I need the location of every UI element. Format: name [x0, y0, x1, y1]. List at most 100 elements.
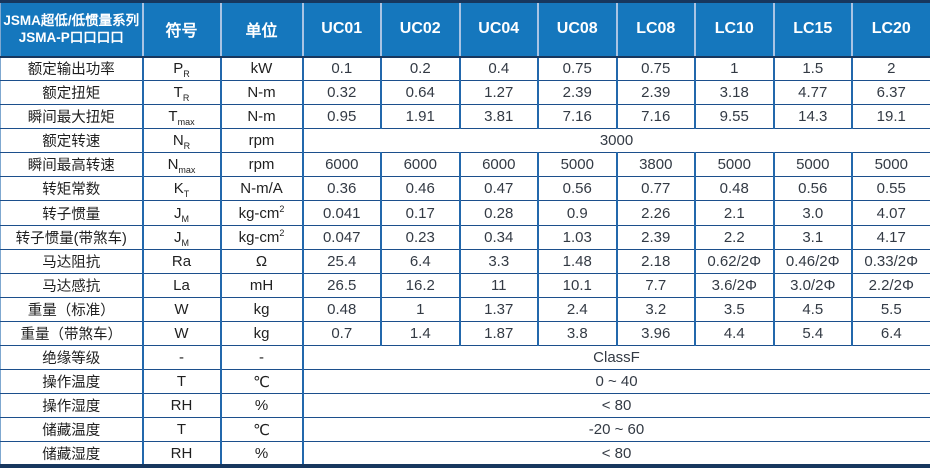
value-cell: 1.4: [380, 321, 460, 346]
value-cell: 0.95: [301, 104, 381, 130]
table-header: JSMA超低/低惯量系列 JSMA-P口口口口 符号 单位 UC01 UC02 …: [0, 1, 930, 58]
value-cell: 2.39: [537, 80, 617, 106]
unit-superscript: 2: [279, 203, 285, 214]
value-cell: 0.047: [301, 225, 381, 250]
symbol-subscript: R: [183, 141, 191, 152]
row-label: 转矩常数: [0, 176, 143, 202]
model-column-header: UC02: [380, 1, 460, 58]
table-row: 瞬间最高转速 Nmax rpm 6000 6000 6000 5000 3800…: [0, 152, 930, 178]
row-label: 转子惯量(带煞车): [0, 225, 143, 250]
value-cell: 6.37: [851, 80, 930, 106]
symbol-base: P: [173, 60, 184, 78]
value-cell: 2.39: [615, 225, 695, 250]
unit-base: rpm: [248, 132, 275, 150]
value-cell: 3.5: [694, 297, 774, 322]
merged-value-cell: < 80: [301, 393, 930, 419]
value-cell: 3.6/2Φ: [694, 273, 774, 298]
symbol-cell: Ra: [141, 249, 221, 274]
value-cell: 7.7: [615, 273, 695, 298]
symbol-base: La: [173, 276, 190, 294]
table-row: 额定扭矩 TR N-m 0.32 0.64 1.27 2.39 2.39 3.1…: [0, 80, 930, 106]
table-row: 操作湿度 RH % < 80: [0, 393, 930, 419]
symbol-cell: NR: [141, 128, 221, 154]
unit-base: kg: [253, 324, 270, 342]
row-label: 转子惯量: [0, 200, 143, 226]
symbol-cell: La: [141, 273, 221, 298]
value-cell: 1: [694, 56, 774, 82]
model-column-header: LC10: [694, 1, 774, 58]
symbol-subscript: M: [181, 213, 190, 224]
unit-cell: kg-cm2: [219, 200, 303, 226]
value-cell: 0.46: [380, 176, 460, 202]
row-label: 绝缘等级: [0, 345, 143, 371]
value-cell: 0.77: [615, 176, 695, 202]
model-column-header: LC15: [772, 1, 852, 58]
value-cell: 0.4: [458, 56, 538, 82]
unit-cell: -: [219, 345, 303, 371]
value-cell: 3.8: [537, 321, 617, 346]
symbol-base: -: [179, 348, 184, 366]
value-cell: 3.3: [458, 249, 538, 274]
unit-base: Ω: [255, 252, 268, 270]
table-row: 绝缘等级 - - ClassF: [0, 345, 930, 371]
unit-base: N-m: [247, 108, 276, 126]
value-cell: 6.4: [380, 249, 460, 274]
unit-base: ℃: [253, 373, 270, 391]
symbol-base: T: [176, 373, 187, 391]
series-title-line2: JSMA-P口口口口: [18, 30, 124, 46]
value-cell: 0.46/2Φ: [772, 249, 852, 274]
table-row: 额定转速 NR rpm 3000: [0, 128, 930, 154]
unit-base: kg-cm: [238, 228, 280, 246]
value-cell: 0.64: [380, 80, 460, 106]
row-label: 额定输出功率: [0, 56, 143, 82]
column-header-unit: 单位: [219, 1, 303, 58]
symbol-base: N: [172, 132, 184, 150]
value-cell: 1.48: [537, 249, 617, 274]
value-cell: 0.1: [301, 56, 381, 82]
table-row: 转矩常数 KT N-m/A 0.36 0.46 0.47 0.56 0.77 0…: [0, 176, 930, 202]
symbol-base: RH: [170, 397, 193, 415]
value-cell: 1.03: [537, 225, 617, 250]
value-cell: 0.75: [537, 56, 617, 82]
value-cell: 5.5: [851, 297, 930, 322]
value-cell: 2.4: [537, 297, 617, 322]
table-row: 储藏温度 T ℃ -20 ~ 60: [0, 417, 930, 443]
symbol-base: Ra: [171, 252, 192, 270]
merged-value-cell: 0 ~ 40: [301, 369, 930, 395]
value-cell: 0.7: [301, 321, 381, 346]
symbol-cell: RH: [141, 441, 221, 467]
value-cell: 10.1: [537, 273, 617, 298]
value-cell: 2.18: [615, 249, 695, 274]
row-label: 额定转速: [0, 128, 143, 154]
unit-base: mH: [249, 276, 274, 294]
unit-base: kW: [250, 60, 273, 78]
value-cell: 0.32: [301, 80, 381, 106]
symbol-cell: W: [141, 321, 221, 346]
value-cell: 25.4: [301, 249, 381, 274]
value-cell: 26.5: [301, 273, 381, 298]
value-cell: 6000: [301, 152, 381, 178]
value-cell: 6000: [380, 152, 460, 178]
row-label: 瞬间最大扭矩: [0, 104, 143, 130]
symbol-base: T: [173, 84, 183, 102]
value-cell: 0.56: [537, 176, 617, 202]
value-cell: 14.3: [772, 104, 852, 130]
value-cell: 2.26: [615, 200, 695, 226]
value-cell: 2.2: [694, 225, 774, 250]
symbol-base: J: [174, 228, 182, 246]
value-cell: 4.17: [851, 225, 930, 250]
unit-cell: ℃: [219, 417, 303, 443]
row-label: 马达感抗: [0, 273, 143, 298]
value-cell: 0.9: [537, 200, 617, 226]
header-row: JSMA超低/低惯量系列 JSMA-P口口口口 符号 单位 UC01 UC02 …: [0, 1, 930, 58]
table-row: 转子惯量 JM kg-cm2 0.041 0.17 0.28 0.9 2.26 …: [0, 200, 930, 226]
symbol-base: RH: [170, 444, 193, 462]
value-cell: 5000: [772, 152, 852, 178]
value-cell: 1.5: [772, 56, 852, 82]
value-cell: 5000: [537, 152, 617, 178]
value-cell: 16.2: [380, 273, 460, 298]
unit-cell: %: [219, 393, 303, 419]
value-cell: 3.1: [772, 225, 852, 250]
model-column-header: UC01: [301, 1, 381, 58]
value-cell: 4.5: [772, 297, 852, 322]
